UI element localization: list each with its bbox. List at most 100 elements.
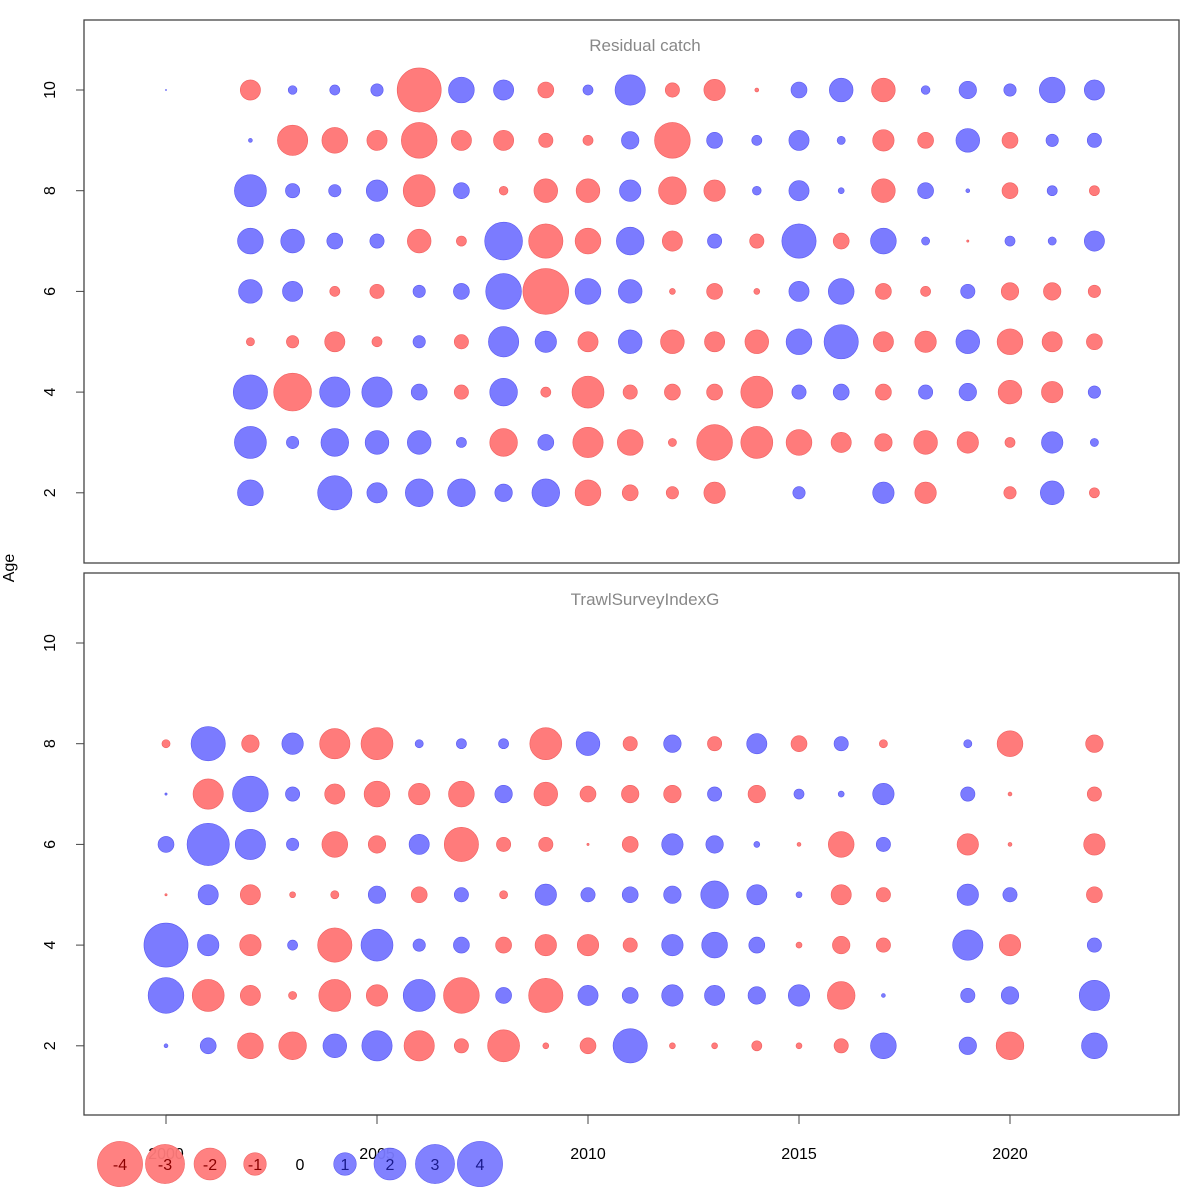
bubble (747, 784, 766, 804)
bubble (832, 936, 851, 955)
bubble (701, 931, 728, 959)
bubble (875, 937, 891, 953)
bubble (248, 138, 253, 143)
bubble (328, 184, 342, 198)
bubble (329, 84, 341, 96)
legend-bubble (415, 1144, 455, 1184)
y-tick-label: 2 (42, 1041, 59, 1050)
bubble (872, 481, 895, 504)
bubble (1045, 133, 1059, 147)
bubble (533, 178, 558, 203)
bubble (704, 985, 726, 1006)
bubble (574, 227, 602, 255)
bubble (232, 374, 268, 410)
bubble (326, 232, 344, 250)
bubble (952, 929, 984, 961)
bubble (875, 283, 892, 300)
bubble (456, 738, 467, 750)
bubble (956, 883, 979, 906)
bubble (537, 81, 555, 99)
bubble (747, 986, 766, 1005)
bubble (914, 330, 937, 353)
bubble (282, 280, 304, 302)
bubble (965, 188, 971, 193)
bubble (538, 836, 554, 852)
y-tick-label: 10 (42, 81, 59, 99)
bubble (528, 978, 564, 1013)
bubble (369, 283, 385, 299)
bubble (621, 987, 639, 1004)
bubble (658, 176, 687, 205)
bubble (995, 1031, 1025, 1060)
bubble (1004, 437, 1016, 448)
bubble (612, 1028, 648, 1064)
bubble (280, 228, 305, 254)
bubble (396, 67, 442, 113)
bubble (528, 223, 564, 259)
bubble (498, 738, 509, 750)
bubble (407, 228, 432, 254)
bubble (661, 230, 683, 252)
bubble (874, 433, 893, 452)
panel-title-trawl-survey: TrawlSurveyIndexG (571, 590, 720, 609)
bubble (287, 939, 298, 951)
bubble (164, 792, 168, 796)
bubble (489, 377, 518, 407)
bubble (833, 736, 849, 752)
bubble (488, 326, 520, 358)
bubble (960, 988, 976, 1003)
bubble (871, 77, 896, 103)
bubble (622, 384, 638, 400)
bubble (960, 786, 976, 802)
bubble (1000, 282, 1020, 301)
bubble (696, 424, 733, 461)
bubble (453, 887, 469, 903)
bubble (499, 890, 508, 900)
bubble (405, 478, 434, 507)
bubble (365, 984, 389, 1007)
bubble (534, 934, 557, 957)
bubble (1089, 487, 1100, 499)
bubble (1007, 791, 1013, 797)
bubble (1043, 282, 1062, 301)
bubble (788, 280, 810, 302)
y-tick-label: 8 (42, 186, 59, 195)
bubble (456, 437, 467, 448)
bubble (746, 884, 768, 906)
bubble (273, 372, 312, 412)
bubble (370, 83, 384, 97)
bubble (289, 891, 296, 899)
bubble (796, 842, 802, 847)
bubble (401, 122, 438, 159)
bubble (1041, 381, 1064, 404)
legend-label: -3 (158, 1157, 172, 1174)
bubble (453, 384, 469, 400)
bubble (837, 790, 845, 798)
bubble (484, 221, 523, 261)
bubble (836, 135, 846, 145)
bubble (996, 328, 1024, 355)
bubble (955, 128, 980, 153)
legend-label: 3 (431, 1157, 440, 1174)
bubble (494, 784, 513, 804)
bubble (960, 283, 976, 299)
bubble (705, 835, 724, 854)
bubble (321, 127, 348, 154)
bubble (1041, 431, 1064, 454)
bubble (920, 85, 931, 95)
bubble (318, 979, 352, 1012)
bubble (795, 1042, 803, 1050)
bubble (1086, 786, 1102, 802)
bubble (453, 334, 469, 350)
bubble (498, 186, 509, 196)
bubble (998, 934, 1022, 957)
bubble (616, 226, 645, 256)
bubble (239, 79, 261, 101)
bubble (621, 836, 639, 853)
bubble (534, 883, 557, 906)
legend-label: 0 (296, 1157, 305, 1174)
bubble (621, 131, 640, 150)
bubble (237, 227, 264, 255)
bubble (443, 977, 480, 1014)
bubble (913, 430, 938, 455)
